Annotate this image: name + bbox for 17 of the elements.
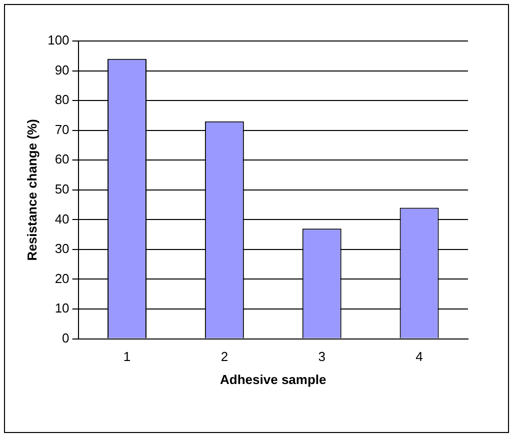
y-tick-label: 50: [54, 181, 70, 196]
y-tick-label: 40: [54, 211, 70, 226]
y-tick-label: 90: [54, 62, 70, 78]
y-tick-label: 10: [54, 300, 70, 316]
y-tick-label: 20: [54, 270, 70, 286]
x-tick-label: 3: [318, 349, 326, 364]
x-tick-label: 1: [123, 349, 131, 364]
x-tick-label: 4: [416, 349, 423, 364]
y-tick-label: 30: [54, 241, 70, 256]
y-tick-label: 60: [54, 152, 70, 167]
x-tick-label: 2: [220, 349, 228, 364]
y-axis-title: Resistance change (%): [24, 119, 40, 261]
y-tick-label: 0: [62, 330, 70, 346]
x-axis-title: Adhesive sample: [220, 372, 326, 387]
y-tick-label: 80: [54, 92, 70, 108]
y-tick-label: 100: [48, 32, 70, 48]
y-tick-label: 70: [54, 122, 70, 137]
